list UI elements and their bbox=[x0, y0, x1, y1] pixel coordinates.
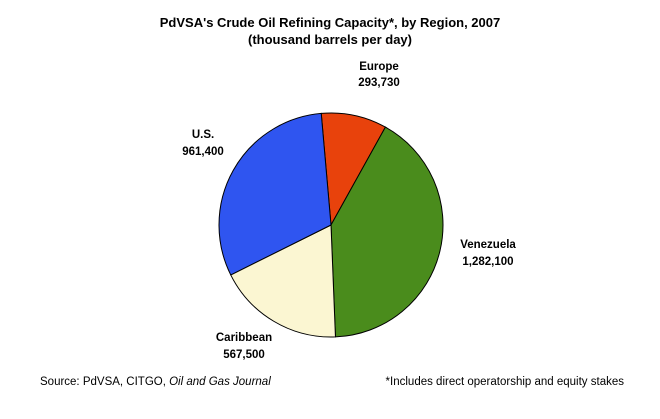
label-caribbean-name: Caribbean bbox=[216, 332, 272, 344]
pie-slice-u-s bbox=[218, 112, 332, 276]
chart-title: PdVSA's Crude Oil Refining Capacity*, by… bbox=[160, 15, 500, 30]
label-caribbean-value: 567,500 bbox=[223, 349, 265, 361]
footnote: *Includes direct operatorship and equity… bbox=[386, 376, 625, 388]
chart-subtitle: (thousand barrels per day) bbox=[248, 32, 412, 47]
pie-slices bbox=[218, 112, 444, 338]
label-venezuela-name: Venezuela bbox=[460, 239, 516, 251]
source-prefix: Source: PdVSA, CITGO, bbox=[40, 376, 169, 388]
label-us-name: U.S. bbox=[192, 129, 214, 141]
source-journal: Oil and Gas Journal bbox=[169, 376, 271, 388]
label-venezuela-value: 1,282,100 bbox=[462, 256, 513, 268]
pie-slice-caribbean bbox=[230, 224, 336, 338]
pie-slice-venezuela bbox=[330, 126, 444, 338]
label-europe-name: Europe bbox=[359, 61, 399, 73]
label-us-value: 961,400 bbox=[182, 146, 224, 158]
source-note: Source: PdVSA, CITGO, Oil and Gas Journa… bbox=[40, 376, 271, 388]
label-europe-value: 293,730 bbox=[358, 77, 400, 89]
